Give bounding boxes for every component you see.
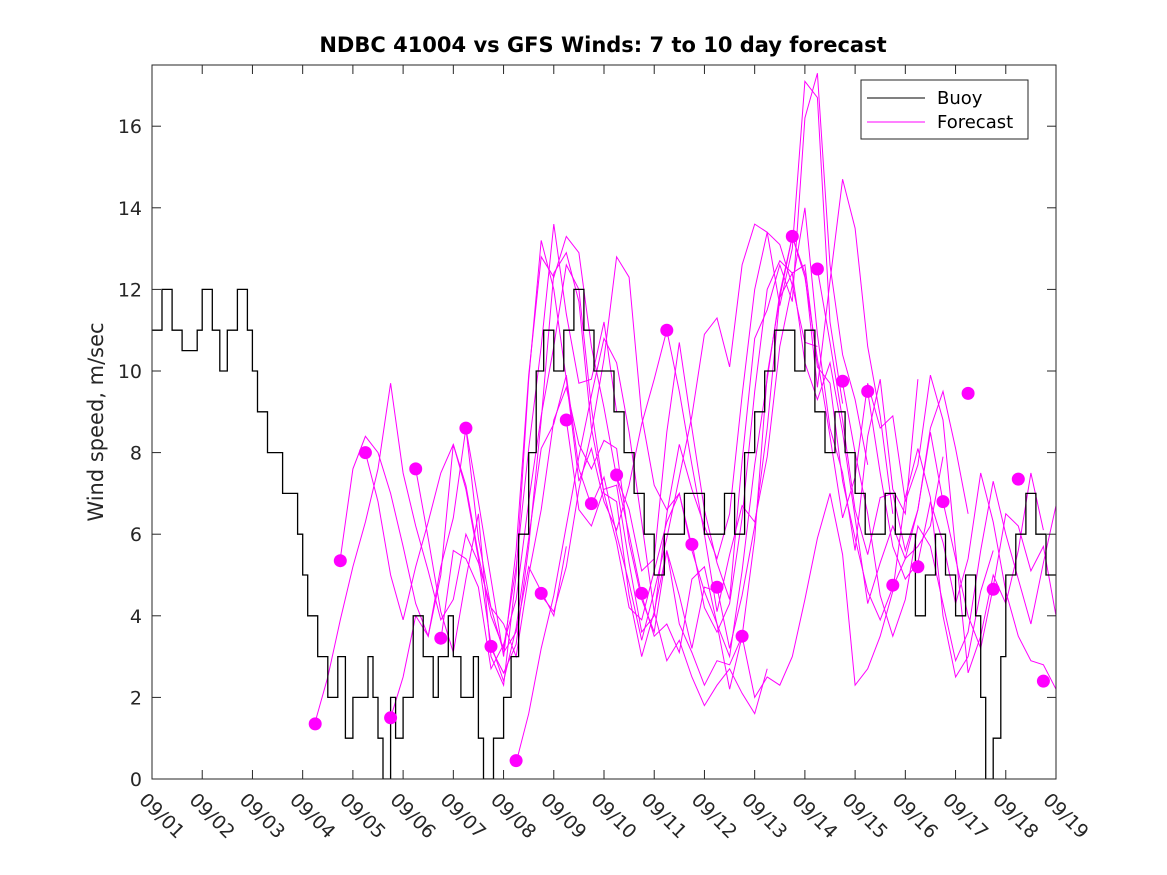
x-tick-label: 09/09: [536, 789, 590, 843]
forecast-line: [666, 207, 919, 612]
forecast-marker: [886, 578, 900, 592]
y-tick-label: 14: [118, 198, 142, 220]
y-axis-label: Wind speed, m/sec: [84, 322, 108, 521]
forecast-marker: [810, 262, 824, 276]
forecast-marker: [358, 446, 372, 460]
forecast-marker: [861, 384, 875, 398]
forecast-marker: [635, 586, 649, 600]
forecast-line: [490, 251, 743, 687]
forecast-marker: [509, 754, 523, 768]
x-tick-label: 09/15: [838, 789, 892, 843]
forecast-line: [867, 391, 1056, 690]
plot-background: [152, 65, 1056, 779]
forecast-line: [791, 236, 1044, 674]
forecast-marker: [986, 582, 1000, 596]
forecast-marker: [685, 537, 699, 551]
x-tick-label: 09/05: [335, 789, 389, 843]
forecast-line: [565, 231, 818, 634]
plot-area: [152, 65, 1056, 779]
x-tick-label: 09/12: [687, 789, 741, 843]
forecast-marker: [836, 374, 850, 388]
forecast-marker: [710, 580, 724, 594]
y-tick-label: 8: [130, 443, 142, 465]
forecast-marker: [459, 421, 473, 435]
forecast-marker: [735, 629, 749, 643]
forecast-marker: [961, 386, 975, 400]
y-tick-label: 12: [118, 279, 142, 301]
forecast-line: [641, 179, 894, 659]
y-tick-label: 6: [130, 524, 142, 546]
forecast-line: [590, 79, 844, 641]
forecast-line: [364, 224, 618, 651]
x-tick-label: 09/08: [486, 789, 540, 843]
forecast-line: [540, 236, 793, 690]
legend: Buoy Forecast: [860, 79, 1029, 140]
x-tick-label: 09/03: [235, 789, 289, 843]
forecast-line: [465, 385, 718, 659]
forecast-line: [440, 263, 693, 671]
forecast-line: [816, 268, 1056, 651]
x-tick-label: 09/07: [436, 789, 490, 843]
forecast-marker: [409, 462, 423, 476]
y-tick-label: 10: [118, 361, 142, 383]
legend-box: [860, 79, 1029, 140]
legend-label-forecast: Forecast: [937, 112, 1013, 133]
forecast-marker: [534, 586, 548, 600]
x-tick-label: 09/06: [386, 789, 440, 843]
x-tick-label: 09/17: [938, 789, 992, 843]
x-tick-label: 09/10: [586, 789, 640, 843]
forecast-marker: [911, 560, 925, 574]
forecast-line: [390, 235, 643, 718]
x-tick-label: 09/11: [637, 789, 691, 843]
forecast-marker: [610, 468, 624, 482]
x-tick-label: 09/19: [1038, 789, 1092, 843]
x-tick-label: 09/14: [787, 789, 841, 843]
x-tick-label: 09/01: [134, 789, 188, 843]
forecast-line: [842, 383, 1056, 663]
y-tick-label: 0: [130, 769, 142, 791]
forecast-marker: [1011, 472, 1025, 486]
forecast-line: [314, 383, 567, 723]
forecast-marker: [384, 711, 398, 725]
y-tick-label: 4: [130, 606, 142, 628]
forecast-line: [616, 73, 869, 600]
y-tick-label: 2: [130, 687, 142, 709]
forecast-line: [515, 336, 768, 763]
legend-label-buoy: Buoy: [937, 88, 983, 109]
forecast-marker: [559, 413, 573, 427]
forecast-marker: [1062, 524, 1075, 537]
forecast-line: [741, 448, 994, 699]
x-tick-label: 09/18: [988, 789, 1042, 843]
x-tick-label: 09/02: [185, 789, 239, 843]
x-tick-label: 09/16: [888, 789, 942, 843]
forecast-marker: [1036, 674, 1050, 688]
forecast-line: [339, 374, 592, 683]
forecast-marker: [936, 495, 950, 509]
forecast-marker: [308, 717, 322, 731]
x-tick-label: 09/04: [285, 789, 339, 843]
forecast-marker: [785, 229, 799, 243]
forecast-marker: [484, 639, 498, 653]
forecast-marker: [333, 554, 347, 568]
chart-title: NDBC 41004 vs GFS Winds: 7 to 10 day for…: [319, 33, 886, 57]
y-tick-label: 16: [118, 116, 142, 138]
x-tick-label: 09/13: [737, 789, 791, 843]
series-group: [152, 73, 1075, 779]
forecast-marker: [584, 497, 598, 511]
series-layer: [152, 73, 1075, 779]
forecast-marker: [434, 631, 448, 645]
forecast-marker: [660, 323, 674, 337]
